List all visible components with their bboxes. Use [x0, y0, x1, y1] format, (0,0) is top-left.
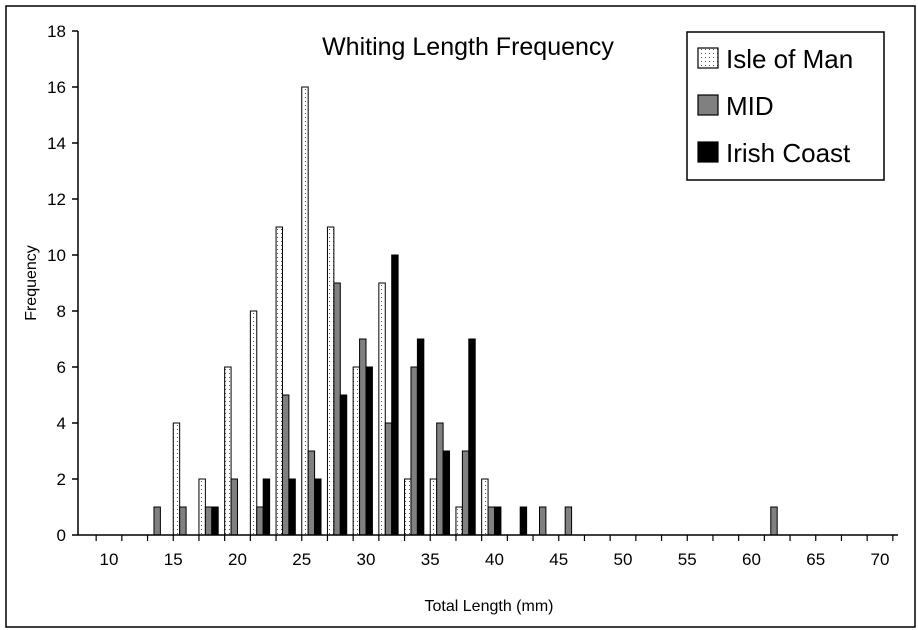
x-tick-label-65: 65 [806, 550, 825, 569]
y-tick-label-18: 18 [47, 22, 66, 41]
y-tick-label-2: 2 [57, 470, 66, 489]
bar-mid-26 [307, 450, 316, 536]
y-tick-label-12: 12 [47, 190, 66, 209]
bar-mid-32 [384, 422, 393, 536]
bar-mid-44 [538, 506, 547, 536]
bar-mid-20 [230, 478, 238, 536]
x-tick-label-30: 30 [357, 550, 376, 569]
x-tick-label-35: 35 [421, 550, 440, 569]
bar-irish-coast-22 [262, 478, 271, 536]
x-tick-label-25: 25 [292, 550, 311, 569]
bar-mid-24 [281, 394, 290, 536]
bar-isle-of-man-36 [429, 478, 438, 536]
bar-isle-of-man-22 [249, 310, 258, 536]
bar-mid-62 [770, 506, 778, 536]
bar-mid-34 [410, 366, 418, 536]
y-tick-label-8: 8 [57, 302, 66, 321]
bar-isle-of-man-18 [198, 478, 206, 536]
bar-irish-coast-34 [416, 338, 425, 536]
legend-label-isle-of-man: Isle of Man [726, 44, 853, 74]
y-tick-label-6: 6 [57, 358, 66, 377]
x-tick-label-50: 50 [614, 550, 633, 569]
bar-mid-22 [256, 506, 264, 536]
bar-isle-of-man-40 [481, 478, 489, 536]
legend-swatch-isle-of-man [697, 47, 719, 69]
bar-isle-of-man-34 [404, 478, 412, 536]
bar-mid-38 [461, 450, 470, 536]
bar-mid-40 [487, 506, 495, 536]
x-axis-title: Total Length (mm) [425, 598, 554, 615]
legend-label-irish-coast: Irish Coast [726, 138, 851, 168]
bar-mid-28 [333, 282, 341, 536]
bar-irish-coast-36 [442, 450, 451, 536]
y-tick-label-10: 10 [47, 246, 66, 265]
x-tick-label-20: 20 [228, 550, 247, 569]
bar-mid-30 [359, 338, 367, 536]
y-tick-label-0: 0 [57, 526, 66, 545]
legend-label-mid: MID [726, 91, 774, 121]
bar-isle-of-man-24 [275, 226, 283, 536]
y-tick-label-14: 14 [47, 134, 66, 153]
bar-isle-of-man-26 [301, 86, 309, 536]
x-tick-label-45: 45 [549, 550, 568, 569]
bar-mid-46 [564, 506, 573, 536]
bar-isle-of-man-30 [352, 366, 361, 536]
x-tick-label-10: 10 [100, 550, 119, 569]
bar-irish-coast-42 [519, 506, 528, 536]
bar-irish-coast-30 [365, 366, 373, 536]
bar-isle-of-man-28 [326, 226, 335, 536]
bar-mid-18 [204, 506, 213, 536]
x-tick-label-70: 70 [871, 550, 890, 569]
legend-swatch-mid [697, 94, 719, 116]
bar-irish-coast-32 [391, 254, 399, 536]
bar-irish-coast-24 [288, 478, 296, 536]
bar-irish-coast-18 [211, 506, 219, 536]
bar-isle-of-man-38 [455, 506, 463, 536]
x-tick-label-55: 55 [678, 550, 697, 569]
bar-mid-14 [153, 506, 161, 536]
chart-title: Whiting Length Frequency [322, 33, 614, 61]
bar-isle-of-man-32 [378, 282, 386, 536]
y-tick-label-16: 16 [47, 78, 66, 97]
bar-isle-of-man-20 [224, 366, 232, 536]
legend: Isle of Man MID Irish Coast [686, 31, 885, 181]
bar-irish-coast-26 [314, 478, 322, 536]
x-tick-label-60: 60 [742, 550, 761, 569]
bar-irish-coast-28 [339, 394, 348, 536]
y-axis-title: Frequency [23, 245, 40, 321]
bar-irish-coast-40 [494, 506, 502, 536]
bar-mid-36 [436, 422, 444, 536]
y-tick-label-4: 4 [57, 414, 66, 433]
x-tick-label-40: 40 [485, 550, 504, 569]
legend-swatch-irish-coast [697, 141, 719, 163]
bar-isle-of-man-16 [172, 422, 181, 536]
legend-box [686, 31, 885, 181]
bar-irish-coast-38 [468, 338, 476, 536]
bar-mid-16 [179, 506, 187, 536]
x-tick-label-15: 15 [164, 550, 183, 569]
